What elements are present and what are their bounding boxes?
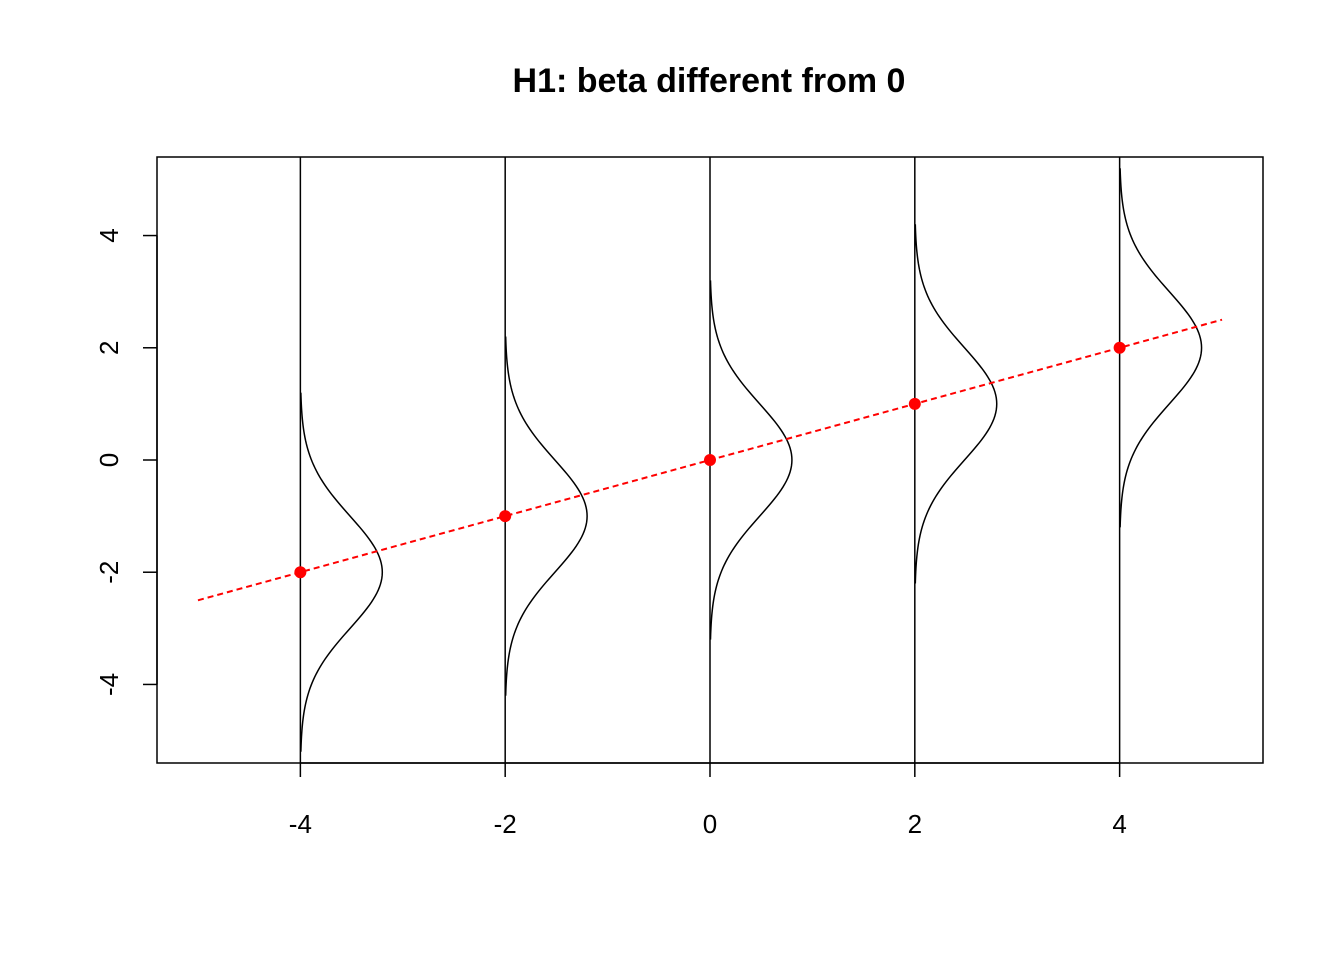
y-tick-label-3: 2 (94, 341, 124, 355)
density-curve-2 (709, 280, 793, 640)
data-point-4 (1113, 341, 1126, 354)
x-tick-label-3: 2 (908, 809, 922, 839)
density-curve-0 (300, 392, 384, 752)
data-point-2 (704, 454, 716, 466)
x-tick-label-0: -4 (289, 809, 312, 839)
y-axis: -4 -2 0 2 4 (94, 228, 158, 696)
density-curve-4 (1119, 168, 1203, 528)
y-tick-label-0: -4 (94, 673, 124, 696)
data-point-1 (499, 510, 512, 523)
x-tick-label-2: 0 (703, 809, 717, 839)
y-tick-label-2: 0 (94, 453, 124, 467)
data-points (294, 341, 1126, 579)
density-curve-3 (914, 224, 998, 584)
x-tick-label-1: -2 (494, 809, 517, 839)
data-point-3 (908, 397, 921, 410)
x-tick-label-4: 4 (1112, 809, 1126, 839)
data-point-0 (294, 566, 307, 579)
x-axis: -4 -2 0 2 4 (289, 762, 1127, 839)
y-tick-label-1: -2 (94, 561, 124, 584)
y-tick-label-4: 4 (94, 228, 124, 242)
density-curves (300, 168, 1203, 752)
chart-title: H1: beta different from 0 (513, 62, 906, 100)
density-curve-1 (504, 336, 588, 696)
